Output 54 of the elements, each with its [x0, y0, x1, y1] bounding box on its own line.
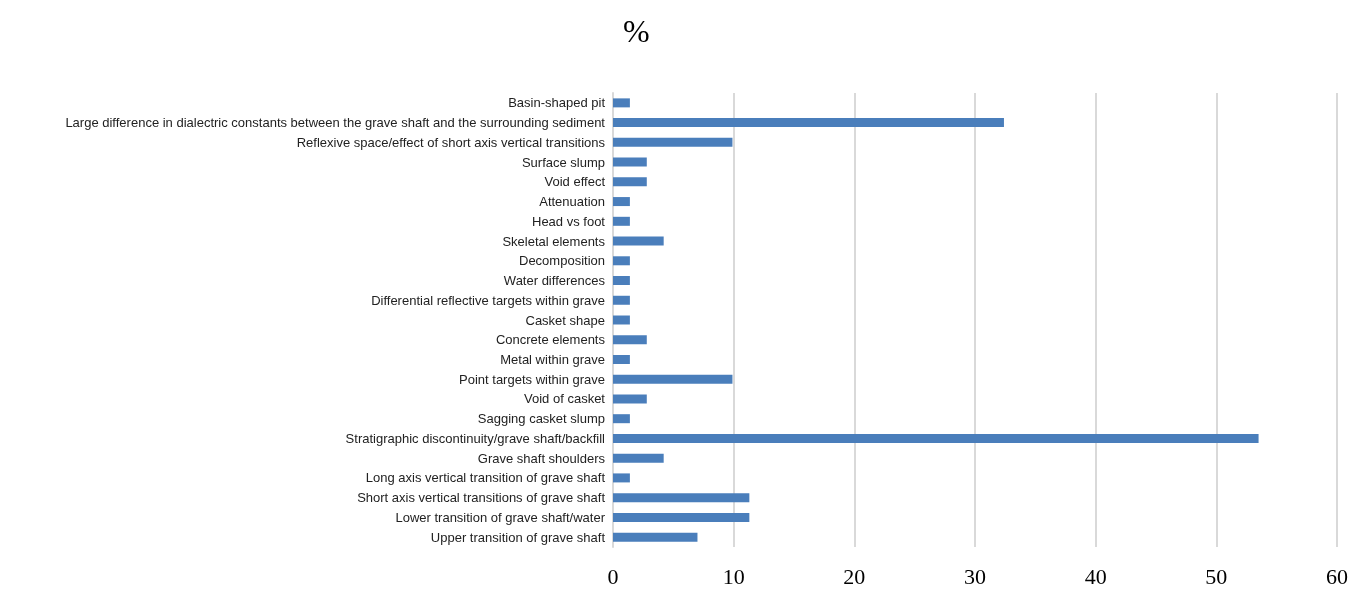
y-tick-label: Surface slump — [521, 154, 605, 170]
bar — [613, 493, 750, 503]
y-tick-label: Lower transition of grave shaft/water — [395, 509, 606, 525]
y-tick-label: Upper transition of grave shaft — [430, 529, 606, 545]
x-tick-label: 10 — [722, 563, 745, 589]
bar — [613, 197, 630, 207]
y-tick-label: Sagging casket slump — [477, 411, 605, 427]
bar — [613, 256, 630, 266]
bar — [613, 414, 630, 424]
bar — [613, 374, 733, 384]
bar — [613, 236, 664, 246]
x-tick-label: 20 — [843, 563, 866, 589]
bar — [613, 315, 630, 325]
y-tick-label: Stratigraphic discontinuity/grave shaft/backfill — [345, 430, 606, 446]
y-tick-label: Reflexive space/effect of short axis vertical transitions — [296, 134, 606, 150]
bar — [613, 118, 1004, 128]
x-tick-label: 60 — [1326, 563, 1348, 589]
y-tick-label: Void of casket — [524, 391, 606, 407]
y-tick-label: Differential reflective targets within grave — [371, 292, 605, 308]
bar — [613, 276, 630, 286]
y-tick-label: Basin-shaped pit — [508, 95, 606, 111]
chart-title: % — [623, 13, 650, 49]
x-tick-label: 30 — [964, 563, 986, 589]
bar — [613, 453, 664, 463]
bar — [613, 394, 647, 404]
y-tick-label: Long axis vertical transition of grave shaft — [365, 470, 606, 486]
bar — [613, 137, 733, 147]
bar — [613, 295, 630, 305]
bar — [613, 433, 1259, 443]
bar — [613, 473, 630, 483]
y-tick-label: Decomposition — [519, 253, 605, 269]
y-tick-label: Point targets within grave — [459, 371, 605, 387]
bar — [613, 98, 630, 108]
bar — [613, 335, 647, 345]
y-tick-label: Short axis vertical transitions of grave shaft — [357, 490, 606, 506]
y-tick-label: Head vs foot — [532, 213, 606, 229]
x-tick-label: 40 — [1084, 563, 1107, 589]
y-tick-label: Grave shaft shoulders — [477, 450, 606, 466]
bar — [613, 216, 630, 226]
x-tick-label: 50 — [1205, 563, 1228, 589]
y-tick-label: Large difference in dialectric constants between the grave shaft and the surrounding sediment — [65, 115, 606, 131]
y-tick-label: Metal within grave — [500, 351, 605, 367]
y-tick-label: Casket shape — [525, 312, 605, 328]
y-tick-label: Concrete elements — [495, 332, 606, 348]
y-tick-label: Attenuation — [539, 194, 605, 210]
bar — [613, 177, 647, 187]
x-tick-label: 0 — [607, 563, 619, 589]
y-tick-label: Water differences — [503, 273, 606, 289]
bar — [613, 512, 750, 522]
y-tick-label: Void effect — [544, 174, 606, 190]
bar — [613, 354, 630, 364]
y-tick-label: Skeletal elements — [502, 233, 606, 249]
bar — [613, 157, 647, 167]
bar — [613, 532, 698, 542]
